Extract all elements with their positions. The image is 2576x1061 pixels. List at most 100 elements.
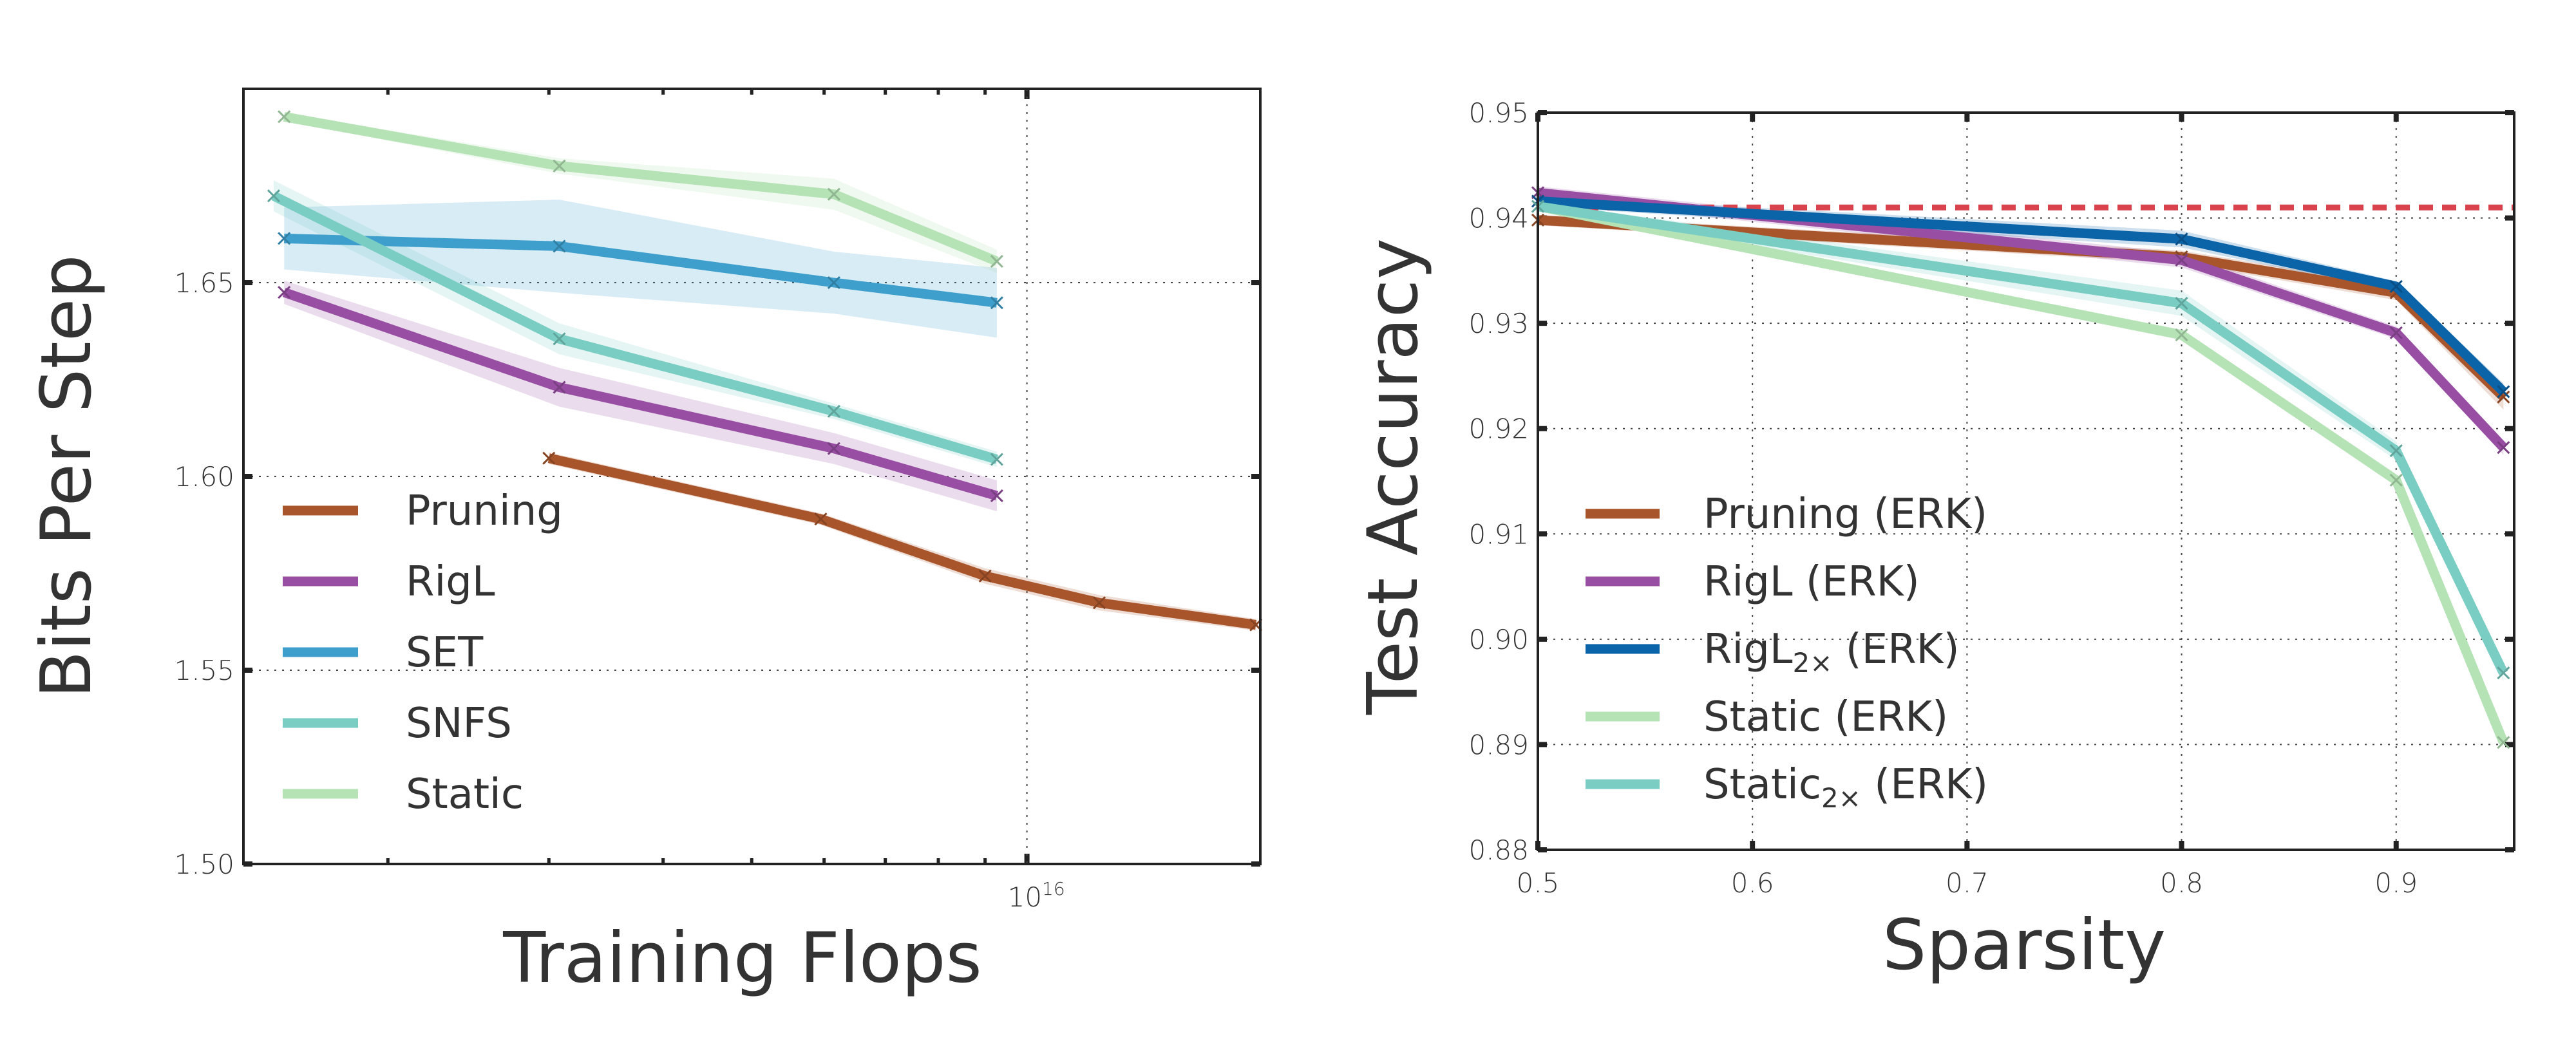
legend-name: Pruning — [406, 487, 563, 535]
data-point-static-2x — [2175, 297, 2188, 310]
confidence-band-rigl — [284, 280, 997, 512]
plot-frame — [1537, 111, 2515, 851]
y-tick-label: 0.91 — [1468, 518, 1529, 550]
data-point-set — [827, 276, 840, 290]
legend-suffix: (ERK) — [1861, 491, 1987, 538]
legend-label: Static2× (ERK) — [1703, 761, 1988, 814]
x-tick-label: 0.8 — [2160, 867, 2203, 899]
legend-label: SET — [406, 629, 484, 677]
series-line-rigl — [1537, 187, 2507, 451]
legend-suffix: (ERK) — [1793, 558, 1920, 606]
legend-name: Pruning — [1703, 491, 1861, 538]
y-tick-label: 0.95 — [1468, 97, 1529, 129]
legend-name: Static — [1703, 761, 1821, 809]
data-point-rigl-2x — [2175, 232, 2188, 246]
legend-label: Pruning — [406, 487, 563, 535]
data-point-pruning — [978, 569, 992, 583]
y-tick-label: 0.94 — [1468, 203, 1529, 234]
data-point-rigl — [2497, 441, 2510, 455]
data-point-rigl — [278, 285, 291, 299]
legend-suffix: (ERK) — [1821, 693, 1948, 741]
data-point-rigl — [990, 489, 1003, 503]
x-tick-label: 0.5 — [1517, 867, 1560, 899]
data-point-rigl — [2389, 326, 2403, 339]
legend-subscript: 2× — [1821, 782, 1861, 814]
data-point-snfs — [553, 332, 566, 346]
legend-name: RigL — [1703, 558, 1793, 606]
y-axis-label: Bits Per Step — [26, 254, 107, 698]
data-point-static-2x — [2389, 444, 2403, 458]
legend-label: RigL2× (ERK) — [1703, 626, 1960, 679]
data-point-snfs — [990, 453, 1003, 466]
series-line-static-2x — [1537, 202, 2508, 675]
confidence-band-rigl-2x — [1538, 196, 2504, 400]
confidence-band-set — [284, 200, 997, 338]
y-tick-label: 1.55 — [174, 655, 234, 686]
data-point-set — [278, 232, 291, 245]
data-point-rigl — [553, 380, 566, 394]
data-point-static — [278, 110, 291, 124]
data-point-rigl — [827, 442, 840, 455]
y-tick-label: 0.93 — [1468, 308, 1529, 339]
legend-subscript: 2× — [1793, 647, 1833, 679]
plot-frame — [242, 88, 1262, 865]
data-point-static — [553, 159, 566, 173]
x-tick-label: 0.6 — [1731, 867, 1774, 899]
x-tick-exponent: 16 — [1042, 878, 1065, 899]
data-point-snfs — [267, 189, 281, 203]
y-axis-label: Test Accuracy — [1353, 238, 1434, 715]
y-tick-label: 1.50 — [174, 849, 234, 880]
y-tick-label: 0.88 — [1468, 834, 1529, 866]
y-tick-label: 0.89 — [1468, 729, 1529, 760]
legend-label: RigL — [406, 558, 495, 606]
series-line-snfs — [271, 191, 998, 464]
y-tick-label: 1.65 — [174, 267, 234, 299]
data-point-static — [827, 187, 840, 201]
legend-name: Static — [1703, 693, 1821, 741]
x-axis-label: Training Flops — [502, 918, 982, 999]
legend-label: Pruning (ERK) — [1703, 491, 1987, 538]
series-line-rigl-2x — [1537, 196, 2507, 395]
data-point-pruning — [1092, 596, 1106, 610]
data-point-static — [2389, 473, 2403, 487]
confidence-band-pruning — [1538, 214, 2504, 410]
legend-label: Static (ERK) — [1703, 693, 1948, 741]
y-tick-label: 0.90 — [1468, 624, 1529, 655]
data-point-static — [2175, 328, 2188, 342]
legend-name: SNFS — [406, 700, 512, 747]
x-tick-label: 0.9 — [2374, 867, 2418, 899]
legend-name: SET — [406, 629, 484, 677]
legend-name: RigL — [406, 558, 495, 606]
data-point-static-2x — [2497, 666, 2510, 680]
data-point-rigl — [2175, 253, 2188, 267]
y-tick-label: 1.60 — [174, 461, 234, 493]
bits-per-step-chart: 1.50 1.55 1.60 1.65 1016 Training Flops Bits P… — [26, 88, 1263, 999]
series-line-set — [283, 233, 998, 308]
legend-label: SNFS — [406, 700, 512, 747]
x-tick-base: 10 — [1008, 881, 1042, 913]
legend-name: Static — [406, 771, 524, 818]
x-tick-label: 1016 — [1008, 878, 1065, 913]
data-point-static — [990, 254, 1003, 268]
x-axis-label: Sparsity — [1882, 905, 2166, 986]
legend: Pruning RigL SET SNFS Static — [283, 487, 563, 818]
data-point-pruning — [542, 451, 556, 465]
data-point-rigl-2x — [2389, 279, 2403, 293]
legend-suffix: (ERK) — [1832, 626, 1959, 673]
data-point-set — [990, 296, 1003, 310]
data-point-set — [553, 239, 566, 253]
test-accuracy-chart: 0.88 0.89 0.90 0.91 0.92 0.93 0.94 0.95 0.5 0.6 0.… — [1353, 97, 2515, 986]
data-point-snfs — [827, 404, 840, 418]
legend-label: RigL (ERK) — [1703, 558, 1920, 606]
legend: Pruning (ERK)RigL (ERK)RigL2× (ERK)Stati… — [1586, 491, 1988, 814]
legend-label: Static — [406, 771, 524, 818]
legend-suffix: (ERK) — [1861, 761, 1988, 809]
legend-name: RigL — [1703, 626, 1793, 673]
series-line-rigl — [282, 287, 998, 501]
series-line-static — [1537, 202, 2508, 744]
data-point-rigl-2x — [2497, 385, 2510, 399]
data-point-pruning — [814, 512, 828, 526]
x-tick-label: 0.7 — [1946, 867, 1989, 899]
series-line-static — [283, 111, 999, 266]
